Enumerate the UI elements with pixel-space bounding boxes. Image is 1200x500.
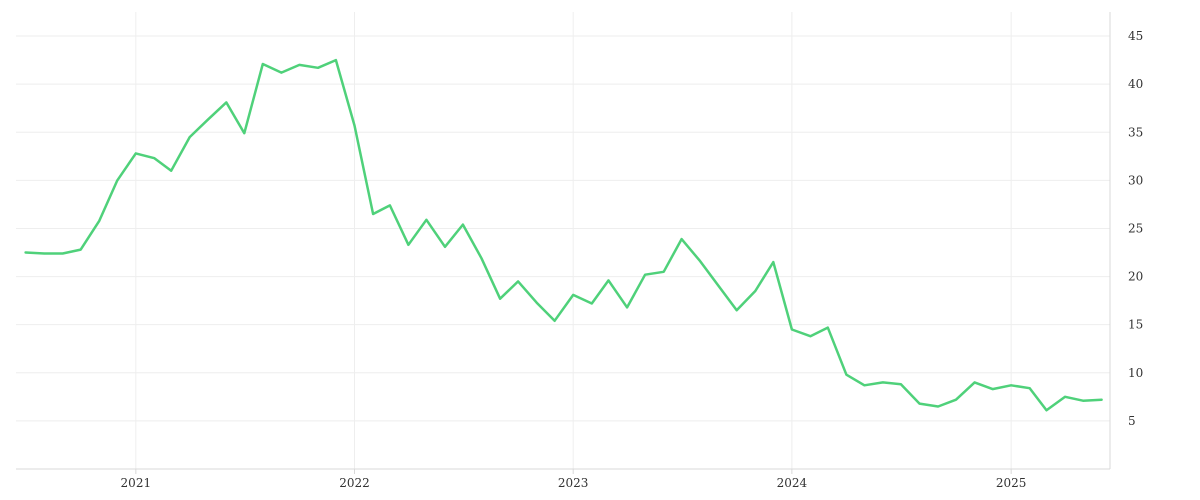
data-point [517,280,519,283]
data-point [135,152,137,155]
y-tick-label: 40 [1128,77,1143,91]
data-point [462,223,464,226]
data-point [116,179,119,182]
data-point [553,320,556,322]
y-tick-label: 10 [1128,366,1143,380]
data-point [262,63,264,65]
data-point [280,71,283,74]
data-point [389,204,391,207]
data-point [317,67,319,69]
data-point [918,402,921,405]
data-point [98,220,101,222]
data-point [79,248,82,251]
data-point [718,285,720,288]
data-point [188,136,191,138]
data-point [863,384,866,387]
data-point [153,157,156,159]
data-point [607,279,610,282]
horizontal-gridlines [16,35,1110,422]
x-tick-label: 2023 [558,476,589,490]
data-point [298,64,301,66]
data-point [43,252,45,255]
data-point [754,290,757,292]
data-point [225,101,228,104]
data-point [900,383,902,386]
data-point [845,373,848,376]
y-tick-label: 35 [1128,125,1143,139]
data-point [1082,399,1084,402]
y-tick-label: 45 [1128,29,1143,43]
data-point [644,273,646,276]
data-point [572,294,574,296]
data-point [243,132,246,134]
data-point [335,59,337,61]
data-point [772,261,775,263]
data-point [407,244,410,246]
data-point [353,124,356,127]
data-point [170,169,172,172]
x-tick-label: 2024 [777,476,808,490]
series-layer [24,58,1103,412]
data-point [1100,398,1103,401]
data-point [206,119,209,121]
data-point [626,306,628,309]
data-point [499,297,501,300]
data-point [1028,387,1031,390]
y-tick-label: 15 [1128,318,1143,332]
data-point [991,388,994,390]
x-tick-label: 2022 [339,476,370,490]
data-point [1010,384,1012,387]
data-point [591,302,593,305]
x-tick-label: 2021 [121,476,152,490]
data-point [480,257,483,260]
data-point [425,219,428,221]
y-tick-label: 25 [1128,221,1143,235]
data-point [61,252,64,255]
data-point [699,260,701,263]
data-point [444,246,446,248]
data-point [882,381,884,384]
vertical-gridlines [135,12,1012,469]
data-point [1064,396,1066,398]
series-line [24,58,1103,412]
y-tick-label: 20 [1128,270,1143,284]
data-point [24,251,27,254]
data-point [535,301,538,304]
data-point [937,405,939,408]
data-point [662,271,665,273]
y-tick-label: 30 [1128,173,1143,187]
data-point [735,309,738,312]
x-tick-label: 2025 [996,476,1027,490]
data-point [827,326,829,329]
data-point [791,328,793,331]
data-point [680,238,683,240]
x-axis-ticks: 2021 2022 2023 2024 2025 [121,469,1027,490]
data-point [955,398,957,401]
data-point [372,213,374,215]
data-point [973,381,976,384]
y-tick-label: 5 [1128,414,1136,428]
data-point [809,335,812,338]
data-point [1045,409,1048,412]
y-axis-ticks: 5 10 15 20 25 30 35 40 45 [1128,29,1143,428]
